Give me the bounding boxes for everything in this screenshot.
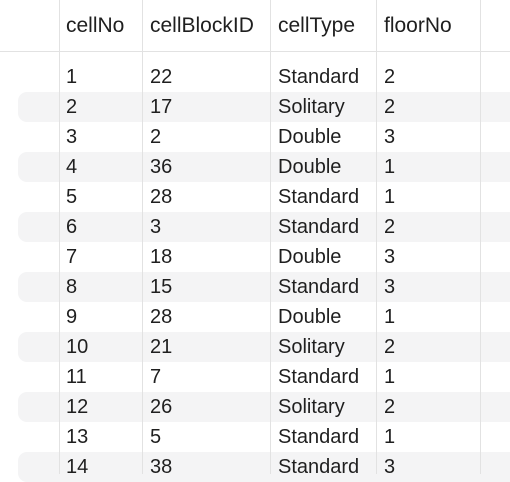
table-cell-cellblockid[interactable]: 3 <box>150 216 162 238</box>
table-cell-floorno[interactable]: 2 <box>384 96 396 118</box>
table-cell-cellblockid[interactable]: 17 <box>150 96 173 118</box>
column-divider[interactable] <box>480 0 481 52</box>
table-cell-cellblockid[interactable]: 21 <box>150 336 173 358</box>
column-divider <box>142 52 143 474</box>
table-cell-floorno[interactable]: 2 <box>384 396 396 418</box>
column-header-floorno[interactable]: floorNo <box>384 14 452 37</box>
column-divider <box>480 52 481 474</box>
table-cell-cellno[interactable]: 6 <box>66 216 78 238</box>
table-row[interactable]: 10 21 Solitary 2 <box>0 332 510 362</box>
table-cell-celltype[interactable]: Double <box>278 156 342 178</box>
column-header-celltype[interactable]: cellType <box>278 14 356 37</box>
table-cell-floorno[interactable]: 3 <box>384 456 396 478</box>
column-header-cellno[interactable]: cellNo <box>66 14 125 37</box>
column-divider[interactable] <box>376 0 377 52</box>
column-divider[interactable] <box>270 0 271 52</box>
table-row[interactable]: 2 17 Solitary 2 <box>0 92 510 122</box>
column-divider <box>270 52 271 474</box>
table-cell-floorno[interactable]: 1 <box>384 186 396 208</box>
table-cell-celltype[interactable]: Standard <box>278 426 360 448</box>
table-cell-cellblockid[interactable]: 7 <box>150 366 162 388</box>
table-cell-floorno[interactable]: 1 <box>384 366 396 388</box>
table-cell-celltype[interactable]: Standard <box>278 456 360 478</box>
column-header-cellblockid[interactable]: cellBlockID <box>150 14 254 37</box>
table-cell-floorno[interactable]: 2 <box>384 216 396 238</box>
table-cell-celltype[interactable]: Double <box>278 246 342 268</box>
table-cell-floorno[interactable]: 3 <box>384 126 396 148</box>
table-cell-celltype[interactable]: Standard <box>278 186 360 208</box>
table-cell-celltype[interactable]: Solitary <box>278 336 345 358</box>
table-row[interactable]: 13 5 Standard 1 <box>0 422 510 452</box>
column-divider[interactable] <box>142 0 143 52</box>
row-stripe <box>18 152 510 182</box>
table-row[interactable]: 11 7 Standard 1 <box>0 362 510 392</box>
table-cell-celltype[interactable]: Standard <box>278 66 360 88</box>
table-cell-cellno[interactable]: 7 <box>66 246 78 268</box>
table-cell-cellno[interactable]: 9 <box>66 306 78 328</box>
table-cell-floorno[interactable]: 1 <box>384 306 396 328</box>
table-row[interactable]: 8 15 Standard 3 <box>0 272 510 302</box>
table-cell-cellblockid[interactable]: 38 <box>150 456 173 478</box>
table-cell-cellblockid[interactable]: 28 <box>150 306 173 328</box>
row-stripe <box>18 392 510 422</box>
table-cell-floorno[interactable]: 1 <box>384 426 396 448</box>
table-cell-celltype[interactable]: Double <box>278 306 342 328</box>
table-cell-celltype[interactable]: Standard <box>278 366 360 388</box>
table-cell-floorno[interactable]: 3 <box>384 246 396 268</box>
table-cell-cellno[interactable]: 12 <box>66 396 89 418</box>
table-cell-celltype[interactable]: Standard <box>278 216 360 238</box>
table-cell-cellblockid[interactable]: 2 <box>150 126 162 148</box>
column-divider <box>376 52 377 474</box>
table-cell-cellblockid[interactable]: 22 <box>150 66 173 88</box>
table-row[interactable]: 9 28 Double 1 <box>0 302 510 332</box>
table-cell-cellblockid[interactable]: 18 <box>150 246 173 268</box>
table-cell-cellblockid[interactable]: 5 <box>150 426 162 448</box>
table-row[interactable]: 12 26 Solitary 2 <box>0 392 510 422</box>
table-cell-cellblockid[interactable]: 36 <box>150 156 173 178</box>
table-cell-cellno[interactable]: 13 <box>66 426 89 448</box>
table-row[interactable]: 4 36 Double 1 <box>0 152 510 182</box>
table-cell-cellno[interactable]: 4 <box>66 156 78 178</box>
table-header: cellNo cellBlockID cellType floorNo <box>0 0 510 52</box>
table-cell-cellno[interactable]: 8 <box>66 276 78 298</box>
table-row[interactable]: 5 28 Standard 1 <box>0 182 510 212</box>
table-cell-floorno[interactable]: 2 <box>384 66 396 88</box>
table-row[interactable]: 1 22 Standard 2 <box>0 62 510 92</box>
table-cell-cellno[interactable]: 1 <box>66 66 78 88</box>
row-stripe <box>18 92 510 122</box>
table-cell-celltype[interactable]: Double <box>278 126 342 148</box>
row-stripe <box>18 332 510 362</box>
table-cell-floorno[interactable]: 1 <box>384 156 396 178</box>
table-row[interactable]: 6 3 Standard 2 <box>0 212 510 242</box>
table-cell-cellno[interactable]: 11 <box>66 366 87 388</box>
table-row[interactable]: 14 38 Standard 3 <box>0 452 510 482</box>
table-cell-cellno[interactable]: 10 <box>66 336 89 358</box>
table-cell-cellblockid[interactable]: 28 <box>150 186 173 208</box>
table-cell-floorno[interactable]: 3 <box>384 276 396 298</box>
table-cell-cellblockid[interactable]: 26 <box>150 396 173 418</box>
column-divider[interactable] <box>59 0 60 52</box>
table-cell-cellblockid[interactable]: 15 <box>150 276 173 298</box>
table-cell-celltype[interactable]: Standard <box>278 276 360 298</box>
table-cell-cellno[interactable]: 2 <box>66 96 78 118</box>
row-stripe <box>18 272 510 302</box>
table-cell-celltype[interactable]: Solitary <box>278 396 345 418</box>
column-divider <box>59 52 60 474</box>
table-cell-celltype[interactable]: Solitary <box>278 96 345 118</box>
table-cell-cellno[interactable]: 3 <box>66 126 78 148</box>
table-cell-floorno[interactable]: 2 <box>384 336 396 358</box>
table-cell-cellno[interactable]: 5 <box>66 186 78 208</box>
row-stripe <box>18 212 510 242</box>
table-cell-cellno[interactable]: 14 <box>66 456 89 478</box>
table-row[interactable]: 7 18 Double 3 <box>0 242 510 272</box>
table-row[interactable]: 3 2 Double 3 <box>0 122 510 152</box>
